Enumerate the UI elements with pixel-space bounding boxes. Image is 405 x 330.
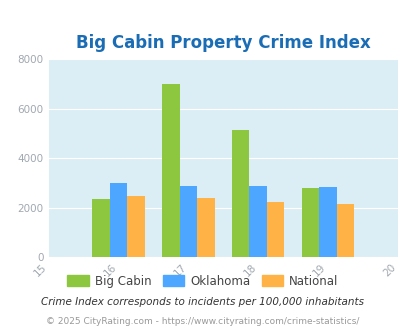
Bar [249, 185, 266, 257]
Bar [319, 187, 336, 257]
Bar [110, 183, 127, 257]
Bar [232, 130, 249, 257]
Title: Big Cabin Property Crime Index: Big Cabin Property Crime Index [76, 34, 370, 52]
Bar [92, 199, 110, 257]
Text: © 2025 CityRating.com - https://www.cityrating.com/crime-statistics/: © 2025 CityRating.com - https://www.city… [46, 317, 359, 326]
Legend: Big Cabin, Oklahoma, National: Big Cabin, Oklahoma, National [62, 270, 343, 292]
Bar [336, 204, 354, 257]
Bar [266, 202, 284, 257]
Bar [127, 195, 145, 257]
Bar [179, 185, 196, 257]
Bar [162, 84, 179, 257]
Bar [301, 188, 319, 257]
Bar [197, 199, 214, 257]
Text: Crime Index corresponds to incidents per 100,000 inhabitants: Crime Index corresponds to incidents per… [41, 297, 364, 307]
